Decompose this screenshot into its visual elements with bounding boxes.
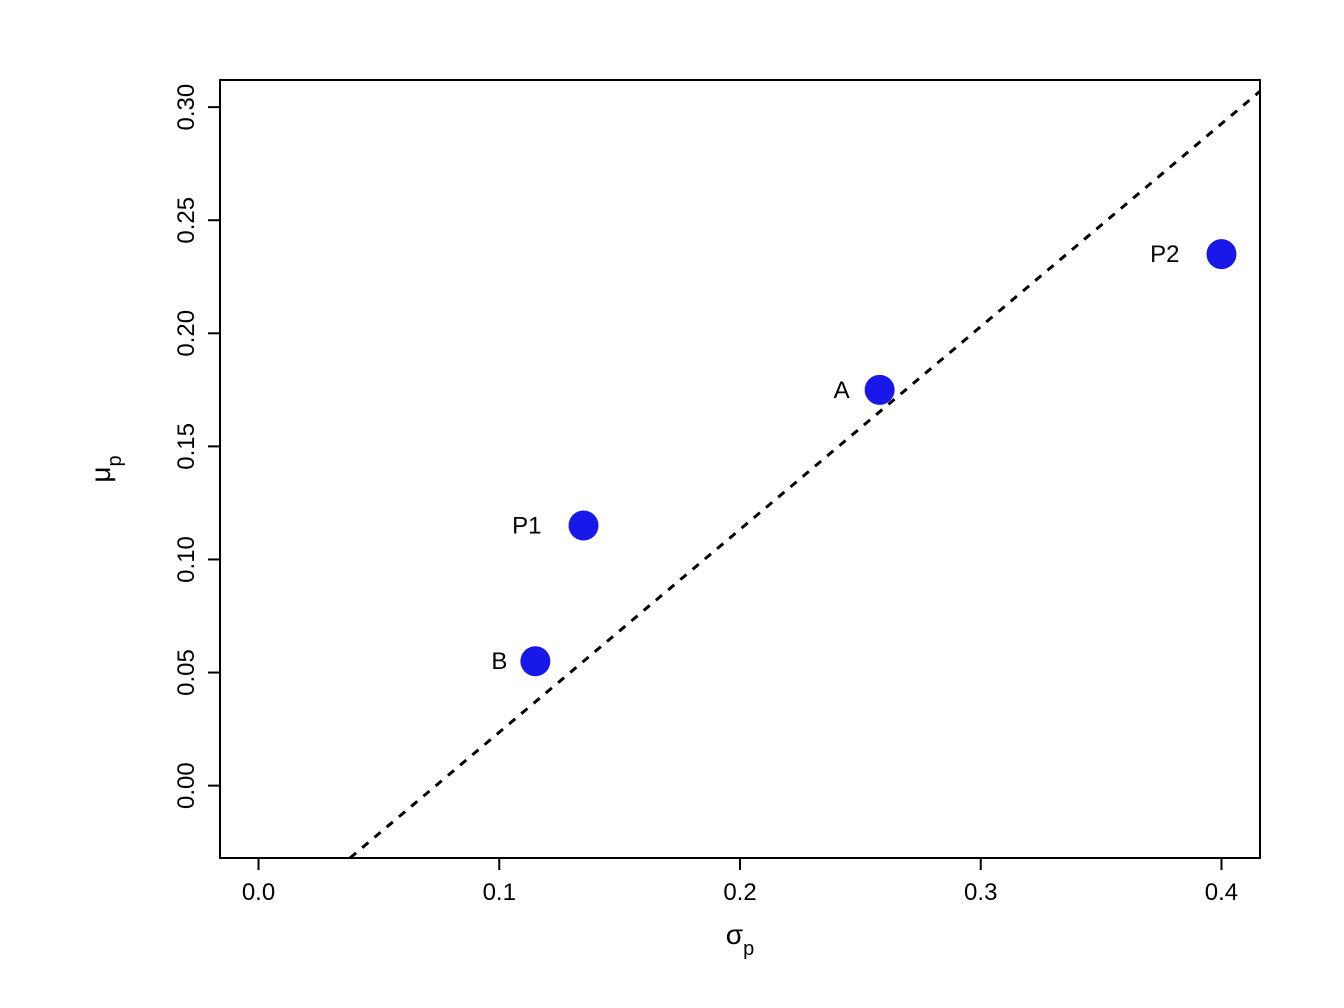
y-axis-label: μp bbox=[85, 455, 126, 482]
x-axis-label: σp bbox=[726, 919, 754, 960]
y-tick-label: 0.25 bbox=[173, 197, 200, 244]
plot-border bbox=[220, 80, 1260, 858]
point-label: P1 bbox=[512, 513, 541, 540]
y-tick-label: 0.20 bbox=[173, 310, 200, 357]
data-point bbox=[1206, 239, 1236, 269]
y-tick-label: 0.00 bbox=[173, 762, 200, 809]
x-tick-label: 0.2 bbox=[723, 879, 756, 906]
x-tick-label: 0.3 bbox=[964, 879, 997, 906]
chart-svg: 0.0 0.1 0.2 0.3 0.4 0.00 0.05 0.10 0.15 0.20 0.25 0… bbox=[0, 0, 1344, 1008]
y-tick-label: 0.10 bbox=[173, 536, 200, 583]
scatter-chart: 0.0 0.1 0.2 0.3 0.4 0.00 0.05 0.10 0.15 0.20 0.25 0… bbox=[0, 0, 1344, 1008]
y-tick-label: 0.15 bbox=[173, 423, 200, 470]
data-point bbox=[569, 511, 599, 541]
x-tick-label: 0.4 bbox=[1205, 879, 1238, 906]
data-point bbox=[865, 375, 895, 405]
trend-line bbox=[350, 91, 1260, 858]
x-tick-label: 0.1 bbox=[483, 879, 516, 906]
point-label: P2 bbox=[1150, 241, 1179, 268]
y-tick-label: 0.05 bbox=[173, 649, 200, 696]
data-point bbox=[520, 646, 550, 676]
point-label: A bbox=[834, 377, 850, 404]
point-label: B bbox=[491, 648, 507, 675]
x-tick-label: 0.0 bbox=[242, 879, 275, 906]
y-tick-label: 0.30 bbox=[173, 84, 200, 131]
